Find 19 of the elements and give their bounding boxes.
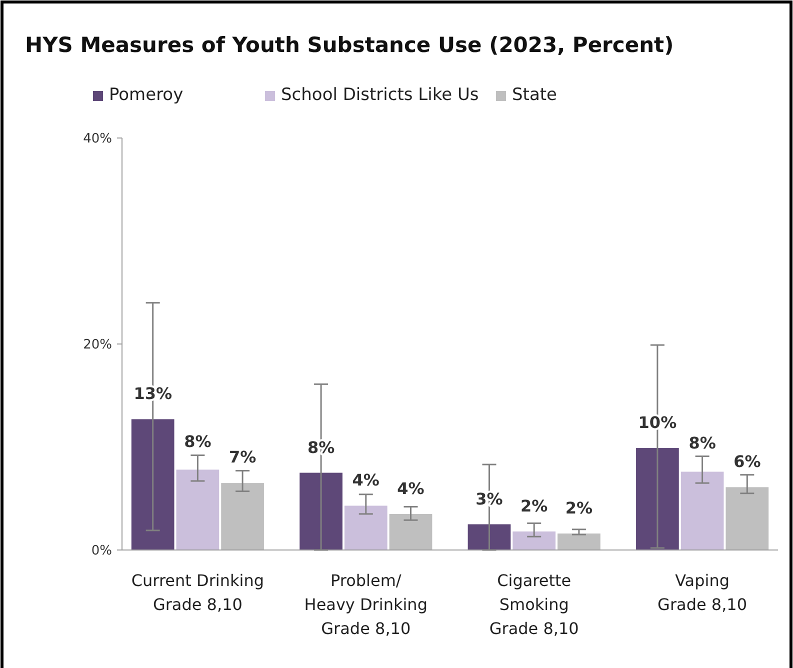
data-label: 8% xyxy=(184,432,212,452)
y-tick-label: 20% xyxy=(83,338,112,353)
data-label: 4% xyxy=(352,470,380,490)
data-label: 7% xyxy=(228,448,256,467)
legend-label: State xyxy=(512,85,557,105)
x-tick-label: Cigarette Smoking Grade 8,10 xyxy=(489,571,579,638)
x-tick-label: Current Drinking Grade 8,10 xyxy=(131,571,264,614)
data-label: 4% xyxy=(397,478,424,498)
data-label: 2% xyxy=(520,496,548,516)
data-label: 2% xyxy=(565,498,593,518)
legend-label: School Districts Like Us xyxy=(281,85,479,105)
y-tick-label: 0% xyxy=(91,544,112,559)
legend-label: Pomeroy xyxy=(109,85,184,105)
x-tick-label: Problem/ Heavy Drinking Grade 8,10 xyxy=(304,571,428,638)
y-tick-label: 40% xyxy=(83,132,112,147)
chart-title: HYS Measures of Youth Substance Use (2023, Percent) xyxy=(25,33,674,57)
data-label: 8% xyxy=(688,433,716,452)
x-tick-label: Vaping Grade 8,10 xyxy=(658,571,748,614)
data-label: 6% xyxy=(734,452,761,471)
